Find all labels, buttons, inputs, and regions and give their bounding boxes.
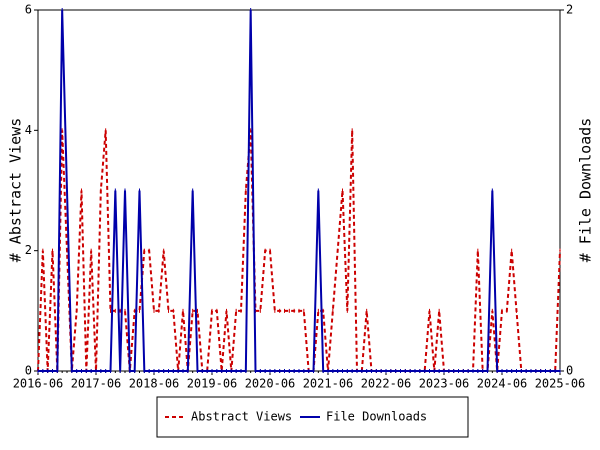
- y2-axis-label: # File Downloads: [577, 118, 595, 263]
- x-tick-label: 2025-06: [535, 377, 586, 391]
- legend-label: Abstract Views: [191, 410, 292, 424]
- x-tick-label: 2018-06: [129, 377, 180, 391]
- y-tick-label: 2: [25, 243, 32, 257]
- y-axis-label: # Abstract Views: [7, 118, 25, 263]
- x-tick-label: 2021-06: [303, 377, 354, 391]
- x-tick-label: 2017-06: [71, 377, 122, 391]
- y2-tick-label: 0: [566, 364, 573, 378]
- y-tick-label: 0: [25, 364, 32, 378]
- x-tick-label: 2022-06: [361, 377, 412, 391]
- x-tick-label: 2016-06: [13, 377, 64, 391]
- legend-label: File Downloads: [326, 410, 427, 424]
- x-tick-label: 2024-06: [477, 377, 528, 391]
- x-tick-label: 2019-06: [187, 377, 238, 391]
- y-tick-label: 6: [25, 3, 32, 17]
- y-tick-label: 4: [25, 123, 32, 137]
- y2-tick-label: 2: [566, 3, 573, 17]
- x-tick-label: 2020-06: [245, 377, 296, 391]
- x-tick-label: 2023-06: [419, 377, 470, 391]
